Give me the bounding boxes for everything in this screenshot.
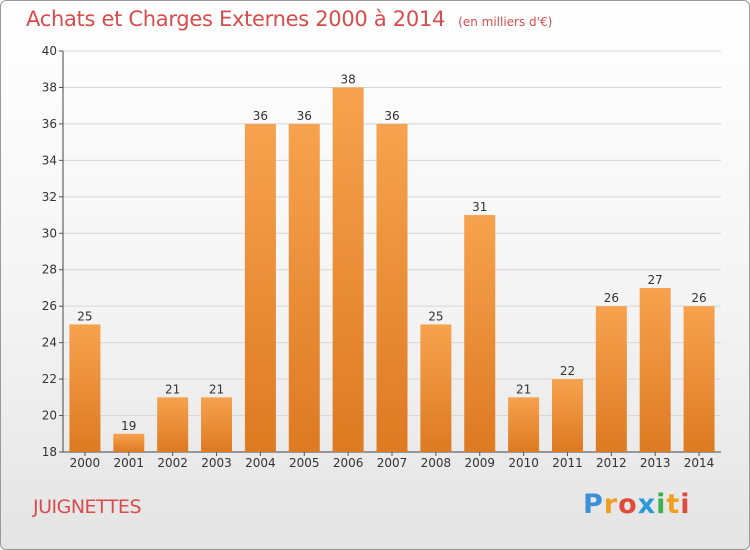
data-label: 36 xyxy=(297,109,312,123)
bar xyxy=(595,306,627,452)
bar xyxy=(288,123,320,452)
bar xyxy=(201,397,233,452)
y-tick-label: 38 xyxy=(42,80,57,94)
bar xyxy=(639,287,671,452)
y-tick-label: 40 xyxy=(42,44,57,58)
x-tick-label: 2010 xyxy=(508,456,539,470)
y-tick-label: 30 xyxy=(42,226,57,240)
x-tick-label: 2005 xyxy=(289,456,320,470)
y-tick-label: 22 xyxy=(42,372,57,386)
data-label: 21 xyxy=(165,382,180,396)
data-label: 31 xyxy=(472,200,487,214)
bar xyxy=(420,324,452,452)
y-tick-label: 32 xyxy=(42,190,57,204)
y-tick-label: 20 xyxy=(42,409,57,423)
bars xyxy=(69,87,715,453)
x-tick-label: 2012 xyxy=(596,456,627,470)
x-tick-label: 2009 xyxy=(464,456,495,470)
bar xyxy=(376,123,408,452)
bar xyxy=(69,324,101,452)
logo-letter: o xyxy=(618,489,638,520)
bar xyxy=(508,397,540,452)
data-label: 26 xyxy=(604,291,619,305)
y-tick-label: 18 xyxy=(42,445,57,459)
x-tick-label: 2008 xyxy=(421,456,452,470)
data-label: 21 xyxy=(209,382,224,396)
logo-letter: r xyxy=(603,489,619,520)
data-label: 27 xyxy=(648,273,663,287)
x-tick-label: 2014 xyxy=(684,456,715,470)
bar xyxy=(157,397,189,452)
logo-letter: x xyxy=(637,489,657,520)
data-label: 19 xyxy=(121,419,136,433)
x-tick-label: 2004 xyxy=(245,456,276,470)
bar xyxy=(551,379,583,452)
chart-title: Achats et Charges Externes 2000 à 2014 (… xyxy=(26,7,552,31)
bar xyxy=(332,87,364,453)
x-tick-labels: 2000 2001 2002 2003 2004 2005 2006 2007 2008 2009… xyxy=(70,452,715,470)
unit-note: (en milliers d'€) xyxy=(458,15,553,29)
y-tick-label: 24 xyxy=(42,336,57,350)
data-label: 38 xyxy=(340,72,355,86)
y-tick-label: 36 xyxy=(42,117,57,131)
proxiti-logo: Proxiti xyxy=(583,489,691,520)
bar xyxy=(113,433,145,452)
y-tick-label: 26 xyxy=(42,299,57,313)
data-labels: 25 19 21 21 36 36 38 36 25 31 21 22 26 27 26 xyxy=(77,72,706,432)
logo-letter: t xyxy=(666,489,681,520)
title-text: Achats et Charges Externes 2000 à 2014 xyxy=(26,7,446,31)
x-tick-label: 2007 xyxy=(377,456,408,470)
x-tick-label: 2011 xyxy=(552,456,583,470)
x-tick-label: 2013 xyxy=(640,456,671,470)
logo-letter: P xyxy=(583,489,604,520)
logo-letter: i xyxy=(656,489,667,520)
bar xyxy=(244,123,276,452)
logo-letter: i xyxy=(680,489,691,520)
y-tick-labels: 18 20 22 24 26 28 30 32 34 36 38 40 xyxy=(42,44,57,459)
bar xyxy=(683,306,715,452)
bar xyxy=(464,215,496,452)
x-tick-label: 2006 xyxy=(333,456,364,470)
data-label: 25 xyxy=(77,309,92,323)
town-name: JUIGNETTES xyxy=(33,496,142,518)
y-tick-label: 34 xyxy=(42,153,57,167)
data-label: 26 xyxy=(691,291,706,305)
data-label: 36 xyxy=(253,109,268,123)
x-tick-label: 2002 xyxy=(157,456,188,470)
data-label: 21 xyxy=(516,382,531,396)
x-tick-label: 2000 xyxy=(70,456,101,470)
x-tick-label: 2003 xyxy=(201,456,232,470)
x-tick-label: 2001 xyxy=(114,456,145,470)
data-label: 36 xyxy=(384,109,399,123)
y-tick-label: 28 xyxy=(42,263,57,277)
data-label: 22 xyxy=(560,364,575,378)
data-label: 25 xyxy=(428,309,443,323)
